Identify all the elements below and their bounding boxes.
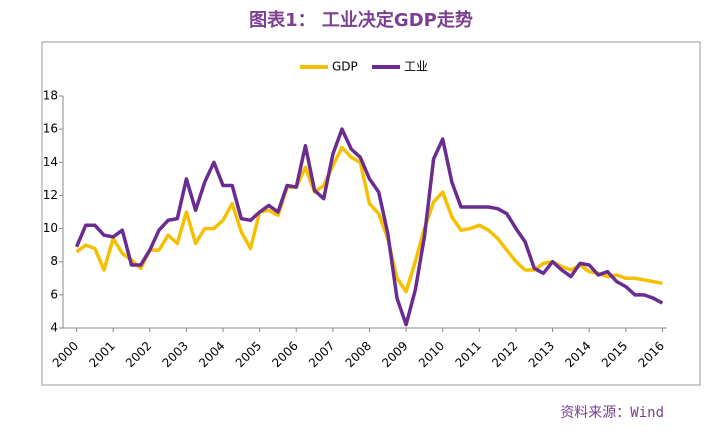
y-tick-label: 4 [50, 321, 58, 335]
x-tick-label: 2014 [562, 339, 593, 370]
x-tick-label: 2001 [86, 339, 117, 370]
y-tick-label: 6 [50, 287, 58, 301]
y-tick-label: 16 [43, 122, 58, 136]
x-tick-label: 2002 [123, 339, 154, 370]
y-tick-label: 8 [50, 254, 58, 268]
source: 资料来源：Wind [560, 405, 664, 421]
x-tick-label: 2009 [379, 339, 410, 370]
x-tick-label: 2006 [269, 339, 300, 370]
legend-label: 工业 [404, 60, 428, 74]
x-tick-label: 2003 [160, 339, 191, 370]
x-tick-label: 2010 [416, 339, 447, 370]
x-tick-label: 2013 [526, 339, 557, 370]
x-tick-label: 2004 [196, 339, 227, 370]
chart-frame [41, 41, 701, 386]
x-tick-label: 2011 [452, 339, 483, 370]
legend-label: GDP [332, 60, 358, 74]
x-tick-label: 2007 [306, 339, 337, 370]
line-series [75, 145, 663, 294]
y-tick-label: 18 [43, 89, 58, 103]
line-series [74, 127, 664, 327]
x-tick-label: 2015 [599, 339, 630, 370]
y-tick-label: 12 [43, 188, 58, 202]
y-tick-label: 10 [43, 221, 58, 235]
x-tick-label: 2008 [343, 339, 374, 370]
x-tick-label: 2005 [233, 339, 264, 370]
x-tick-label: 2000 [50, 339, 81, 370]
chart-title: 图表1： 工业决定GDP走势 [249, 9, 473, 31]
x-tick-label: 2012 [489, 339, 520, 370]
y-tick-label: 14 [43, 155, 58, 169]
x-tick-label: 2016 [636, 339, 667, 370]
